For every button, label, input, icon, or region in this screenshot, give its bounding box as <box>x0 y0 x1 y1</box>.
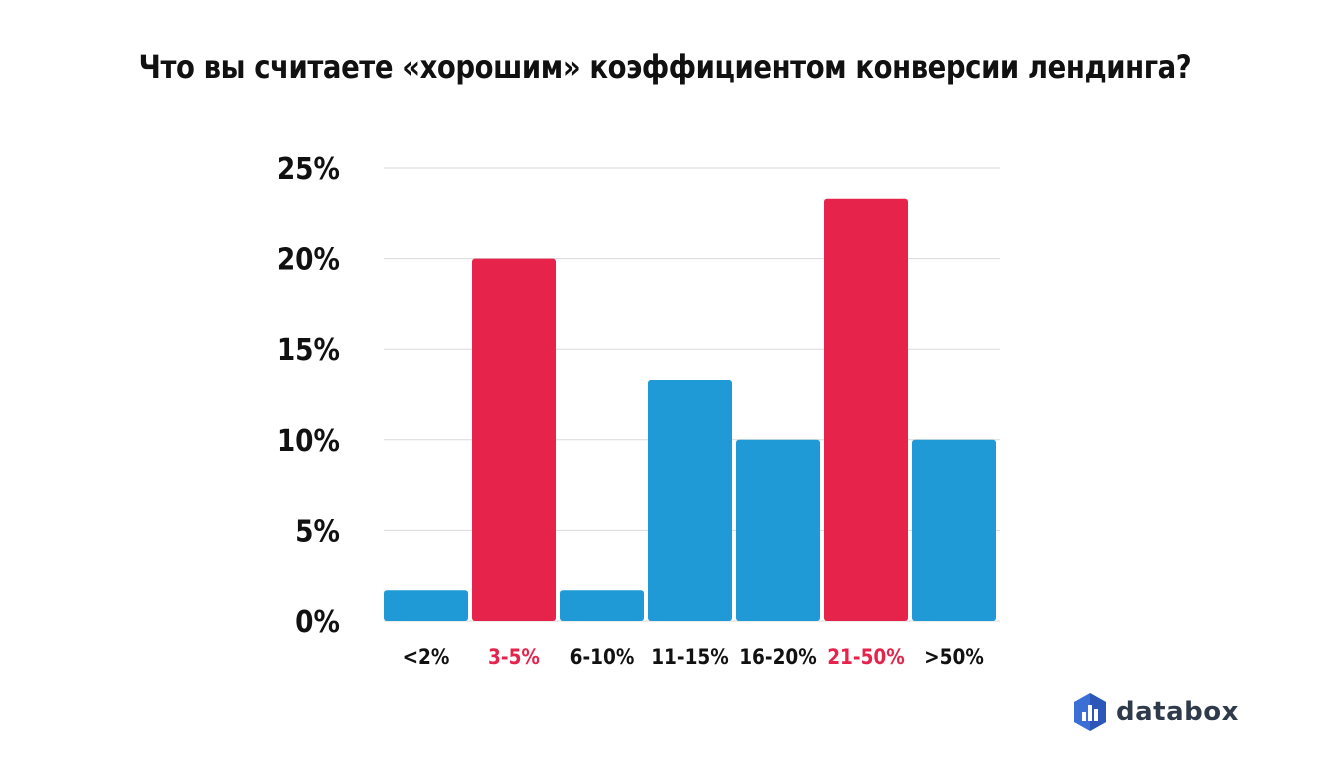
bar-3 <box>648 380 732 621</box>
x-tick-label: <2% <box>403 645 450 669</box>
bar-5 <box>824 198 908 621</box>
x-tick-label: 21-50% <box>827 645 905 669</box>
y-tick-label: 20% <box>277 242 340 277</box>
databox-logo: databox <box>1072 690 1239 734</box>
databox-logo-text: databox <box>1116 697 1239 727</box>
bar-2 <box>560 590 644 621</box>
bar-1 <box>472 258 556 621</box>
x-tick-label: 11-15% <box>651 645 729 669</box>
y-tick-label: 0% <box>295 604 340 639</box>
y-tick-label: 5% <box>295 514 340 549</box>
databox-logo-icon <box>1074 693 1106 731</box>
y-tick-label: 10% <box>277 423 340 458</box>
chart-title: Что вы считаете «хорошим» коэффициентом … <box>138 48 1192 86</box>
y-tick-label: 25% <box>277 151 340 186</box>
x-axis-ticks: <2% 3-5% 6-10% 11-15% 16-20% 21-50% >50% <box>403 645 984 669</box>
x-tick-label: 6-10% <box>570 645 635 669</box>
bar-4 <box>736 439 820 621</box>
x-tick-label: 3-5% <box>488 645 540 669</box>
y-tick-label: 15% <box>277 333 340 368</box>
bars <box>384 198 996 621</box>
y-axis-ticks: 0% 5% 10% 15% 20% 25% <box>277 151 340 639</box>
bar-6 <box>912 439 996 621</box>
x-tick-label: 16-20% <box>739 645 817 669</box>
bar-0 <box>384 590 468 621</box>
x-tick-label: >50% <box>924 645 984 669</box>
